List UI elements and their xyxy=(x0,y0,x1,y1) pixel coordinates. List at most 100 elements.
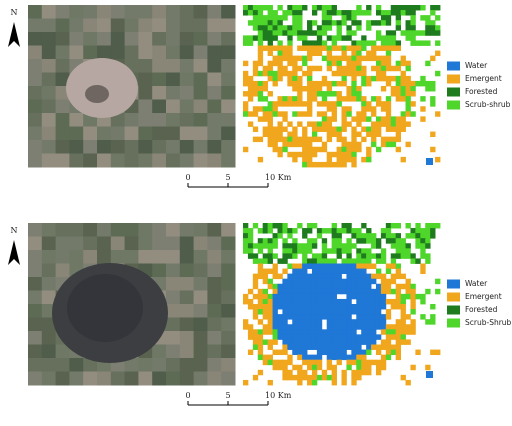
land-cover-cell xyxy=(247,91,254,97)
land-cover-cell xyxy=(326,349,333,356)
land-cover-cell xyxy=(395,329,401,335)
land-cover-cell xyxy=(425,238,431,244)
land-cover-cell xyxy=(282,349,288,356)
land-cover-cell xyxy=(282,243,288,249)
land-cover-cell xyxy=(385,238,392,244)
land-cover-cell xyxy=(361,278,367,285)
land-cover-cell xyxy=(366,116,372,122)
land-cover-cell xyxy=(257,248,264,254)
land-cover-cell xyxy=(257,243,264,249)
field xyxy=(179,358,195,372)
field xyxy=(152,86,167,100)
land-cover-cell xyxy=(282,268,288,275)
land-cover-cell xyxy=(331,116,337,122)
classification-map xyxy=(243,223,441,386)
land-cover-cell xyxy=(356,111,362,117)
land-cover-cell xyxy=(410,283,416,290)
land-cover-cell xyxy=(302,131,308,138)
land-cover-cell xyxy=(395,263,401,269)
land-cover-cell xyxy=(277,233,283,239)
land-cover-cell xyxy=(435,111,441,117)
land-cover-cell xyxy=(321,161,328,168)
land-cover-cell xyxy=(415,30,421,36)
land-cover-cell xyxy=(257,136,264,143)
land-cover-cell xyxy=(405,293,411,300)
land-cover-cell xyxy=(385,50,392,57)
land-cover-cell xyxy=(336,96,342,102)
land-cover-cell xyxy=(341,248,347,254)
land-cover-cell xyxy=(267,238,273,244)
field xyxy=(69,250,84,264)
field xyxy=(166,317,181,332)
field xyxy=(41,153,57,168)
land-cover-cell xyxy=(252,304,259,310)
field xyxy=(193,72,208,87)
land-cover-cell xyxy=(415,5,421,11)
field xyxy=(179,45,195,60)
land-cover-cell xyxy=(361,359,367,366)
land-cover-cell xyxy=(257,15,264,21)
land-cover-cell xyxy=(390,233,397,239)
land-cover-cell xyxy=(297,344,303,350)
land-cover-cell xyxy=(262,126,269,132)
land-cover-cell xyxy=(267,379,273,386)
land-cover-cell xyxy=(351,70,357,77)
land-cover-cell xyxy=(257,35,264,41)
land-cover-cell xyxy=(297,329,303,335)
land-cover-cell xyxy=(346,268,352,275)
field xyxy=(83,250,98,264)
land-cover-cell xyxy=(366,334,372,340)
land-cover-cell xyxy=(297,96,303,102)
land-cover-cell xyxy=(307,106,313,112)
land-cover-cell xyxy=(385,288,392,295)
land-cover-cell xyxy=(297,324,303,330)
land-cover-cell xyxy=(311,223,318,229)
land-cover-cell xyxy=(435,50,441,57)
land-cover-cell xyxy=(272,146,278,153)
land-cover-cell xyxy=(252,25,259,31)
land-cover-cell xyxy=(326,136,333,143)
field xyxy=(179,263,195,278)
field xyxy=(193,32,208,46)
land-cover-cell xyxy=(292,101,298,107)
land-cover-cell xyxy=(375,5,382,11)
land-cover-cell xyxy=(385,30,392,36)
land-cover-cell xyxy=(297,273,303,280)
land-cover-cell xyxy=(405,233,411,239)
field xyxy=(221,45,236,60)
land-cover-cell xyxy=(287,253,293,259)
field xyxy=(138,371,153,386)
land-cover-cell xyxy=(371,314,377,320)
land-cover-cell xyxy=(252,111,259,117)
land-cover-cell xyxy=(326,293,333,300)
land-cover-cell xyxy=(277,288,283,295)
land-cover-cell xyxy=(292,141,298,148)
land-cover-cell xyxy=(371,126,377,132)
land-cover-cell xyxy=(267,283,273,290)
land-cover-cell xyxy=(371,243,377,249)
land-cover-cell xyxy=(336,126,342,132)
land-cover-cell xyxy=(385,334,392,340)
land-cover-cell xyxy=(420,228,426,234)
legend-label: Water xyxy=(465,279,488,288)
land-cover-cell xyxy=(395,298,401,305)
land-cover-cell xyxy=(252,283,259,290)
land-cover-cell xyxy=(277,349,283,356)
land-cover-cell xyxy=(361,111,367,117)
land-cover-cell xyxy=(430,80,436,87)
land-cover-cell xyxy=(267,5,273,11)
land-cover-cell xyxy=(361,80,367,87)
field xyxy=(110,45,126,60)
land-cover-cell xyxy=(356,5,362,11)
land-cover-cell xyxy=(326,101,333,107)
land-cover-cell xyxy=(380,354,387,361)
land-cover-cell xyxy=(287,136,293,143)
land-cover-cell xyxy=(385,55,392,62)
land-cover-cell xyxy=(287,45,293,51)
land-cover-cell xyxy=(366,329,372,335)
land-cover-cell xyxy=(326,116,333,122)
land-cover-cell xyxy=(395,354,401,361)
land-cover-cell xyxy=(272,288,278,295)
land-cover-cell xyxy=(395,80,401,87)
land-cover-cell xyxy=(262,86,269,92)
